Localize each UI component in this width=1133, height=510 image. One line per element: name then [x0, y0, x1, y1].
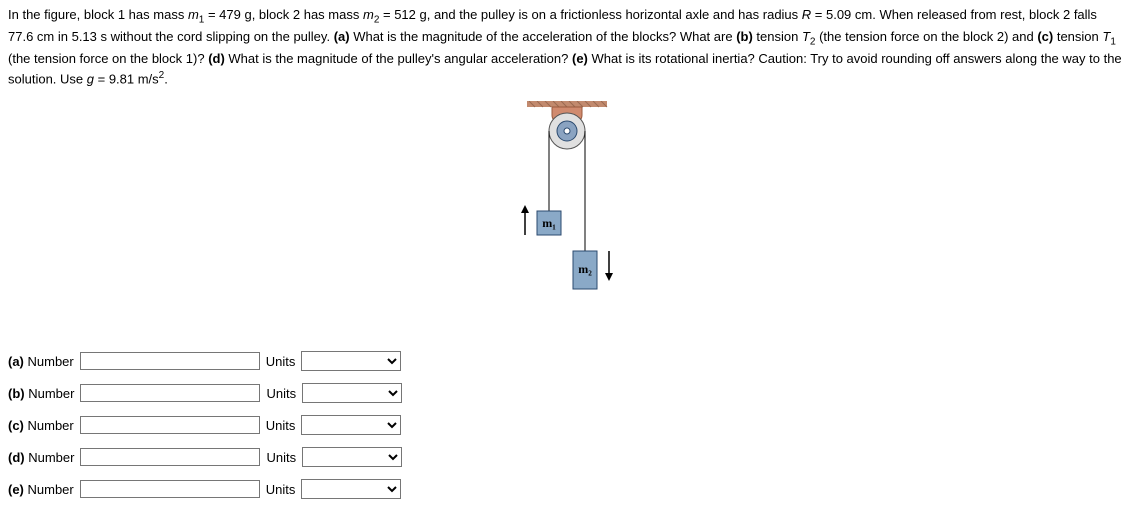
- label-m1: m₁: [542, 216, 556, 230]
- units-label-b: Units: [266, 386, 296, 401]
- answer-label-a: (a) Number: [8, 354, 74, 369]
- answer-label-e: (e) Number: [8, 482, 74, 497]
- units-select-c[interactable]: [301, 415, 401, 435]
- figure-area: m₁ m₂: [8, 101, 1125, 321]
- units-label-e: Units: [266, 482, 296, 497]
- pulley-bolt: [564, 128, 570, 134]
- units-label-a: Units: [266, 354, 296, 369]
- answers-section: (a) NumberUnits(b) NumberUnits(c) Number…: [8, 351, 1125, 499]
- number-input-a[interactable]: [80, 352, 260, 370]
- answer-row-a: (a) Number Units: [8, 351, 1125, 371]
- units-select-d[interactable]: [302, 447, 402, 467]
- number-input-e[interactable]: [80, 480, 260, 498]
- answer-row-b: (b) Number Units: [8, 383, 1125, 403]
- number-input-d[interactable]: [80, 448, 260, 466]
- number-input-b[interactable]: [80, 384, 260, 402]
- answer-row-d: (d) Number Units: [8, 447, 1125, 467]
- arrow-up-head: [521, 205, 529, 213]
- pulley-diagram: m₁ m₂: [497, 101, 637, 321]
- answer-row-e: (e) Number Units: [8, 479, 1125, 499]
- answer-label-c: (c) Number: [8, 418, 74, 433]
- units-label-c: Units: [266, 418, 296, 433]
- answer-label-d: (d) Number: [8, 450, 74, 465]
- answer-row-c: (c) Number Units: [8, 415, 1125, 435]
- ceiling: [527, 101, 607, 107]
- answer-label-b: (b) Number: [8, 386, 74, 401]
- units-label-d: Units: [266, 450, 296, 465]
- label-m2: m₂: [578, 262, 592, 276]
- number-input-c[interactable]: [80, 416, 260, 434]
- arrow-down-head: [605, 273, 613, 281]
- units-select-a[interactable]: [301, 351, 401, 371]
- units-select-e[interactable]: [301, 479, 401, 499]
- units-select-b[interactable]: [302, 383, 402, 403]
- problem-statement: In the figure, block 1 has mass m1 = 479…: [8, 6, 1125, 89]
